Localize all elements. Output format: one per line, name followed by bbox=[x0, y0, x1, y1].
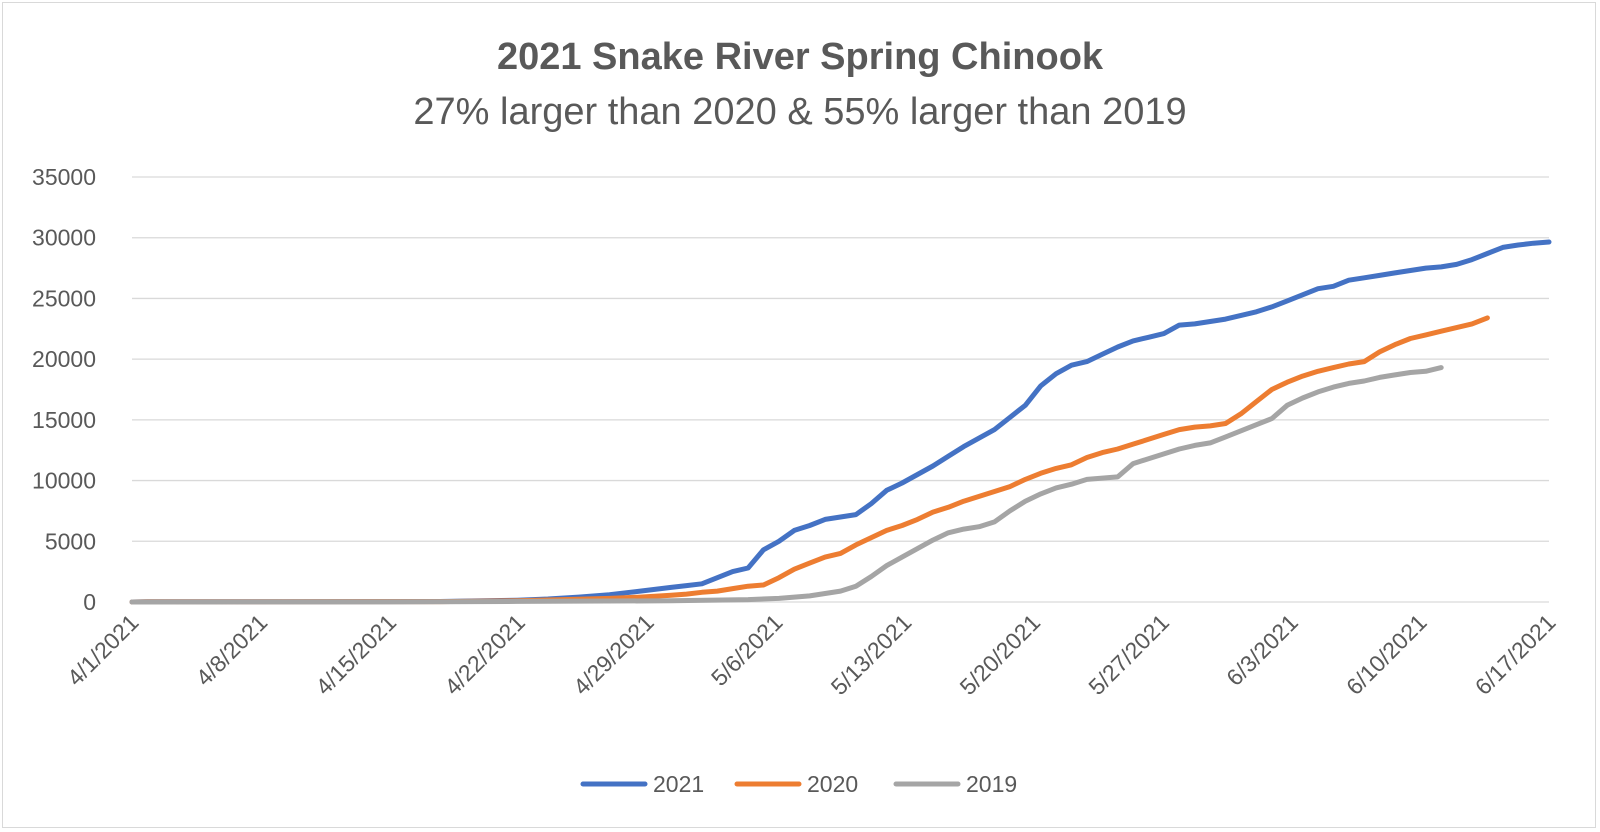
series-line-2020 bbox=[129, 315, 1490, 605]
legend-label-2020: 2020 bbox=[807, 771, 858, 797]
x-tick-label: 4/29/2021 bbox=[568, 609, 659, 700]
legend: 2021 2020 2019 bbox=[580, 771, 1017, 797]
gridlines bbox=[132, 176, 1549, 603]
x-tick-label: 5/20/2021 bbox=[955, 609, 1046, 700]
x-tick-label: 4/15/2021 bbox=[310, 609, 401, 700]
x-axis-ticks: 4/1/2021 4/8/2021 4/15/2021 4/22/2021 4/29/2… bbox=[62, 609, 1561, 700]
legend-label-2021: 2021 bbox=[653, 771, 704, 797]
x-tick-label: 5/6/2021 bbox=[706, 609, 788, 691]
x-tick-label: 4/1/2021 bbox=[62, 609, 144, 691]
y-tick-label: 0 bbox=[83, 589, 96, 615]
y-tick-label: 20000 bbox=[32, 346, 96, 372]
x-tick-label: 6/3/2021 bbox=[1221, 609, 1303, 691]
y-axis-ticks: 0 5000 10000 15000 20000 25000 30000 35000 bbox=[32, 164, 96, 615]
x-tick-label: 5/27/2021 bbox=[1083, 609, 1174, 700]
chart-title: 2021 Snake River Spring Chinook bbox=[497, 36, 1104, 78]
series-line-2021 bbox=[129, 239, 1552, 605]
y-tick-label: 25000 bbox=[32, 285, 96, 311]
y-tick-label: 30000 bbox=[32, 225, 96, 251]
x-tick-label: 6/17/2021 bbox=[1470, 609, 1561, 700]
y-tick-label: 5000 bbox=[45, 528, 96, 554]
series-lines bbox=[129, 239, 1552, 605]
y-tick-label: 35000 bbox=[32, 164, 96, 190]
x-tick-label: 5/13/2021 bbox=[826, 609, 917, 700]
x-tick-label: 4/22/2021 bbox=[439, 609, 530, 700]
y-tick-label: 10000 bbox=[32, 468, 96, 494]
legend-label-2019: 2019 bbox=[966, 771, 1017, 797]
y-tick-label: 15000 bbox=[32, 407, 96, 433]
chart-subtitle: 27% larger than 2020 & 55% larger than 2… bbox=[413, 91, 1186, 133]
x-tick-label: 6/10/2021 bbox=[1341, 609, 1432, 700]
series-line-2019 bbox=[129, 365, 1444, 605]
x-tick-label: 4/8/2021 bbox=[191, 609, 273, 691]
